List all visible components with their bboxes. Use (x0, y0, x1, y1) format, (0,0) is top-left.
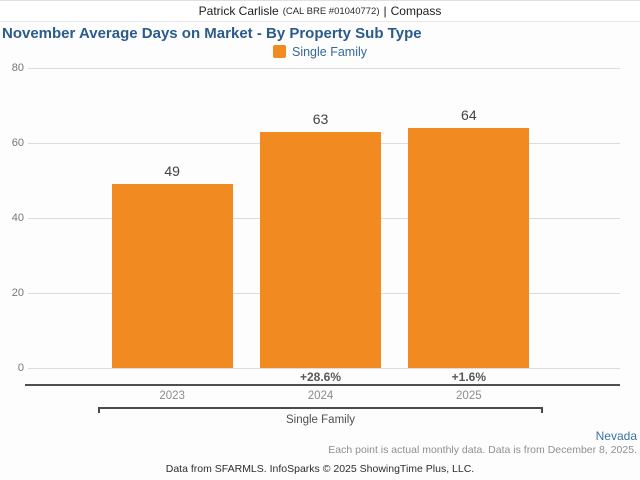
bar-2023[interactable] (111, 184, 233, 368)
x-axis-year-label: 2023 (159, 390, 185, 402)
y-axis-tick-label: 0 (17, 362, 24, 374)
data-note: Each point is actual monthly data. Data … (328, 444, 637, 456)
chart-title: November Average Days on Market - By Pro… (2, 25, 422, 42)
legend-label: Single Family (291, 44, 368, 59)
yoy-change-label: +1.6% (451, 370, 486, 384)
header-separator: | (383, 4, 387, 18)
legend: Single Family (0, 44, 640, 59)
y-axis-tick-label: 20 (11, 287, 24, 299)
bar-value-label: 63 (312, 110, 329, 127)
legend-swatch-single-family (272, 45, 286, 58)
header-bar: Patrick Carlisle (CAL BRE #01040772) | C… (0, 0, 640, 22)
y-axis-tick-label: 80 (11, 62, 24, 74)
credit-line: Data from SFARMLS. InfoSparks © 2025 Sho… (165, 463, 475, 475)
brand-name: Compass (390, 4, 442, 18)
bar-2024[interactable] (260, 131, 381, 368)
bar-2025[interactable] (408, 128, 530, 368)
group-label: Single Family (285, 414, 356, 426)
bar-value-label: 49 (164, 163, 180, 180)
yoy-change-label: +28.6% (299, 370, 342, 384)
bar-value-label: 64 (461, 107, 477, 123)
gridline-0 (28, 367, 620, 369)
region-label: Nevada (595, 429, 637, 443)
agent-license: (CAL BRE #01040772) (282, 6, 380, 17)
y-axis-tick-label: 60 (11, 137, 24, 149)
x-axis-separator-line (25, 384, 620, 386)
x-axis-year-label: 2024 (307, 390, 334, 402)
agent-name: Patrick Carlisle (198, 4, 279, 18)
group-bracket (98, 407, 543, 413)
x-axis-year-label: 2025 (456, 390, 482, 402)
y-axis-tick-label: 40 (11, 212, 24, 224)
gridline-80 (28, 67, 620, 69)
